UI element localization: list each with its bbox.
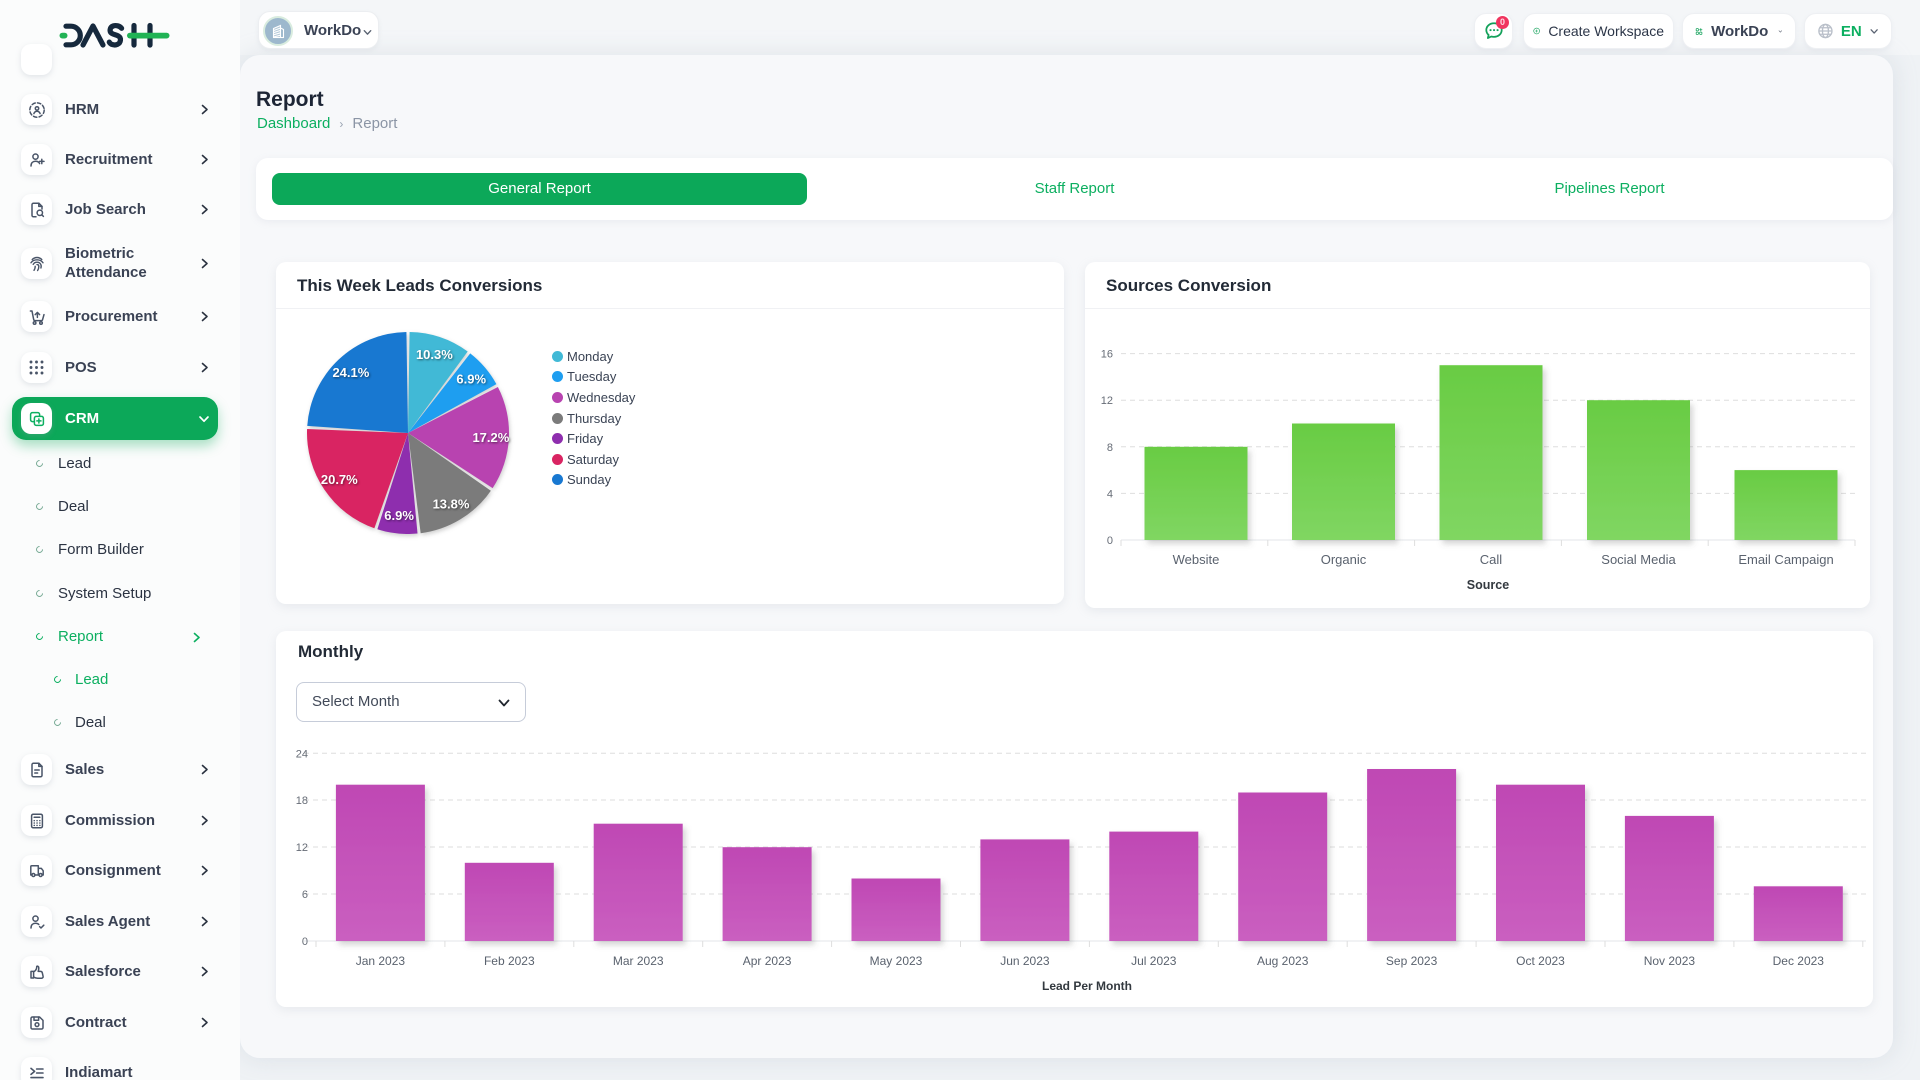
svg-text:16: 16 bbox=[1101, 349, 1113, 361]
svg-text:24: 24 bbox=[296, 748, 308, 760]
svg-text:24.1%: 24.1% bbox=[332, 365, 369, 380]
svg-text:0: 0 bbox=[302, 936, 308, 948]
svg-text:6.9%: 6.9% bbox=[384, 508, 414, 523]
svg-text:May 2023: May 2023 bbox=[870, 954, 923, 968]
svg-text:Apr 2023: Apr 2023 bbox=[743, 954, 792, 968]
svg-text:Lead Per Month: Lead Per Month bbox=[1042, 979, 1132, 993]
svg-text:Dec 2023: Dec 2023 bbox=[1773, 954, 1825, 968]
svg-text:8: 8 bbox=[1107, 442, 1113, 454]
svg-text:Jun 2023: Jun 2023 bbox=[1000, 954, 1050, 968]
svg-text:6: 6 bbox=[302, 889, 308, 901]
svg-text:20.7%: 20.7% bbox=[321, 472, 358, 487]
svg-text:Oct 2023: Oct 2023 bbox=[1516, 954, 1565, 968]
svg-text:Website: Website bbox=[1173, 552, 1220, 567]
svg-text:10.3%: 10.3% bbox=[416, 347, 453, 362]
svg-text:Jan 2023: Jan 2023 bbox=[356, 954, 406, 968]
svg-text:18: 18 bbox=[296, 795, 308, 807]
svg-text:0: 0 bbox=[1107, 535, 1113, 547]
svg-text:12: 12 bbox=[296, 842, 308, 854]
svg-text:6.9%: 6.9% bbox=[456, 372, 486, 387]
svg-text:Sep 2023: Sep 2023 bbox=[1386, 954, 1438, 968]
svg-text:12: 12 bbox=[1101, 395, 1113, 407]
svg-text:Aug 2023: Aug 2023 bbox=[1257, 954, 1309, 968]
svg-text:Social Media: Social Media bbox=[1601, 552, 1676, 567]
svg-text:Organic: Organic bbox=[1321, 552, 1367, 567]
svg-text:4: 4 bbox=[1107, 488, 1113, 500]
svg-text:Source: Source bbox=[1467, 578, 1509, 592]
svg-text:13.8%: 13.8% bbox=[433, 497, 470, 512]
svg-text:Mar 2023: Mar 2023 bbox=[613, 954, 664, 968]
svg-text:Jul 2023: Jul 2023 bbox=[1131, 954, 1177, 968]
svg-text:Nov 2023: Nov 2023 bbox=[1644, 954, 1696, 968]
svg-text:17.2%: 17.2% bbox=[472, 430, 509, 445]
svg-text:Feb 2023: Feb 2023 bbox=[484, 954, 535, 968]
svg-text:Email Campaign: Email Campaign bbox=[1738, 552, 1833, 567]
svg-text:Call: Call bbox=[1480, 552, 1503, 567]
